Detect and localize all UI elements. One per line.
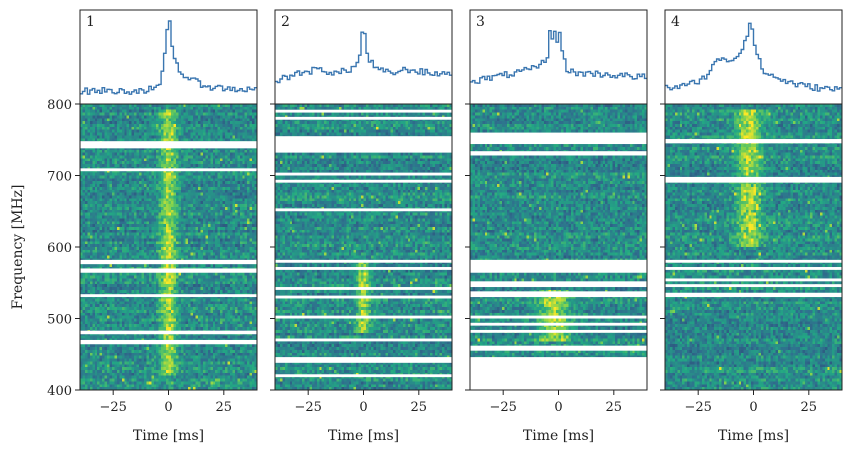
x-tick-label: 0 xyxy=(164,400,172,415)
flagged-channel xyxy=(275,338,452,342)
panel-label: 4 xyxy=(671,14,680,30)
flagged-channel xyxy=(470,329,647,333)
x-tick-label: 0 xyxy=(359,400,367,415)
flagged-channel xyxy=(80,168,257,172)
pulse-profile-line xyxy=(275,31,452,84)
flagged-channel xyxy=(80,141,257,149)
flagged-channel xyxy=(470,322,647,326)
flagged-channel xyxy=(80,330,257,335)
y-tick-label: 800 xyxy=(47,98,72,113)
y-axis-label: Frequency [MHz] xyxy=(10,184,26,309)
flagged-channel xyxy=(275,267,452,270)
flagged-channel xyxy=(275,172,452,176)
flagged-channel xyxy=(470,345,647,351)
x-axis-label: Time [ms] xyxy=(328,428,399,444)
pulse-profile-line xyxy=(80,20,257,95)
spectrum-heatmap xyxy=(665,104,842,390)
panel-label: 2 xyxy=(281,14,290,30)
pulse-profile-line xyxy=(470,30,647,84)
x-tick-label: 25 xyxy=(411,400,428,415)
flagged-channel xyxy=(665,259,842,263)
panel-3: 3 −25 0 25 Time [ms] xyxy=(465,9,648,444)
flagged-channel xyxy=(470,357,647,390)
flagged-channel xyxy=(275,315,452,319)
y-tick-label: 400 xyxy=(47,384,72,399)
flagged-channel xyxy=(665,176,842,183)
y-tick-label: 700 xyxy=(47,170,72,185)
x-tick-label: 0 xyxy=(749,400,757,415)
x-axis-label: Time [ms] xyxy=(718,428,789,444)
x-axis-label: Time [ms] xyxy=(523,428,594,444)
panel-label: 1 xyxy=(86,14,95,30)
flagged-channel xyxy=(470,151,647,156)
x-tick-label: −25 xyxy=(489,400,516,415)
flagged-channel xyxy=(470,132,647,145)
x-tick-label: 25 xyxy=(606,400,623,415)
panel-4: 4 −25 0 25 Time [ms] xyxy=(660,9,843,444)
flagged-channel xyxy=(275,374,452,378)
x-tick-label: 25 xyxy=(216,400,233,415)
x-tick-label: 25 xyxy=(801,400,818,415)
flagged-channel xyxy=(665,278,842,282)
x-tick-label: 0 xyxy=(554,400,562,415)
flagged-channel xyxy=(275,208,452,212)
flagged-channel xyxy=(275,357,452,363)
flagged-channel xyxy=(665,139,842,144)
panel-2: 2 −25 0 25 Time [ms] xyxy=(270,9,453,444)
y-tick-label: 500 xyxy=(47,313,72,328)
x-tick-label: −25 xyxy=(294,400,321,415)
x-tick-label: −25 xyxy=(684,400,711,415)
y-tick-label: 600 xyxy=(47,241,72,256)
flagged-channel xyxy=(275,287,452,290)
flagged-channel xyxy=(665,267,842,270)
profile-frame xyxy=(469,9,648,105)
x-axis-label: Time [ms] xyxy=(133,428,204,444)
profile-frame xyxy=(274,9,453,105)
flagged-channel xyxy=(80,294,257,298)
flagged-channel xyxy=(80,339,257,345)
flagged-channel xyxy=(275,179,452,183)
flagged-channel xyxy=(275,136,452,153)
flagged-channel xyxy=(470,291,647,298)
panel-label: 3 xyxy=(476,14,485,30)
flagged-channel xyxy=(275,116,452,120)
flagged-channel xyxy=(470,281,647,288)
flagged-channel xyxy=(80,268,257,273)
pulse-profile-line xyxy=(665,22,842,92)
flagged-channel xyxy=(665,284,842,288)
panel-1: 1 −25 0 25 400 500 600 700 800 Time [ms] xyxy=(47,9,258,444)
flagged-channel xyxy=(665,292,842,298)
flagged-channel xyxy=(275,109,452,113)
flagged-channel xyxy=(275,295,452,299)
flagged-channel xyxy=(80,259,257,265)
flagged-channel xyxy=(470,259,647,273)
flagged-channel xyxy=(470,315,647,319)
x-tick-label: −25 xyxy=(99,400,126,415)
flagged-channel xyxy=(275,259,452,263)
